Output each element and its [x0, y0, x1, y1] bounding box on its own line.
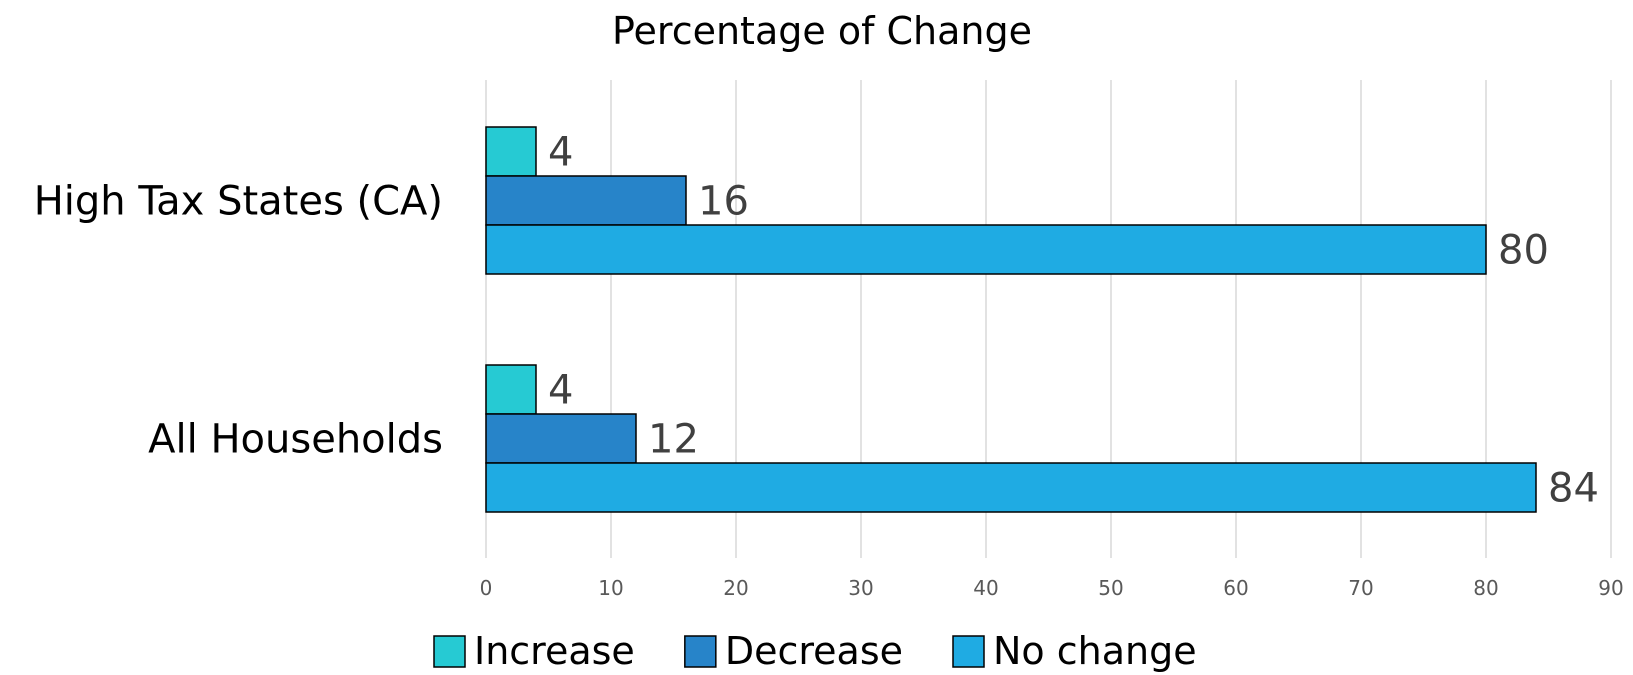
x-tick-label: 10: [598, 576, 623, 600]
x-tick-label: 60: [1223, 576, 1248, 600]
bar-decrease: [486, 414, 636, 463]
x-tick-label: 40: [973, 576, 998, 600]
category-label: All Households: [148, 417, 443, 463]
data-label: 4: [548, 130, 573, 176]
x-tick-label: 20: [723, 576, 748, 600]
bar-decrease: [486, 176, 686, 225]
legend-label: Increase: [474, 629, 635, 673]
x-tick-label: 70: [1348, 576, 1373, 600]
x-axis: 0 10 20 30 40 50 60 70 80 90: [480, 576, 1624, 600]
chart-title: Percentage of Change: [612, 9, 1032, 53]
bar-no-change: [486, 225, 1486, 274]
legend-swatch: [953, 636, 984, 667]
x-tick-label: 0: [480, 576, 493, 600]
data-label: 16: [698, 179, 749, 225]
legend: Increase Decrease No change: [434, 629, 1197, 673]
bar-no-change: [486, 463, 1536, 512]
data-label: 4: [548, 368, 573, 414]
bar-increase: [486, 127, 536, 176]
bars: 4 16 80 4 12 84: [486, 127, 1599, 512]
legend-swatch: [434, 636, 465, 667]
legend-swatch: [685, 636, 716, 667]
x-tick-label: 50: [1098, 576, 1123, 600]
data-label: 80: [1498, 228, 1549, 274]
category-label: High Tax States (CA): [34, 179, 443, 225]
x-tick-label: 30: [848, 576, 873, 600]
legend-label: Decrease: [725, 629, 903, 673]
data-label: 12: [648, 417, 699, 463]
bar-increase: [486, 365, 536, 414]
legend-label: No change: [993, 629, 1197, 673]
x-tick-label: 80: [1473, 576, 1498, 600]
category-labels: High Tax States (CA) All Households: [34, 179, 443, 463]
x-tick-label: 90: [1598, 576, 1623, 600]
data-label: 84: [1548, 466, 1599, 512]
